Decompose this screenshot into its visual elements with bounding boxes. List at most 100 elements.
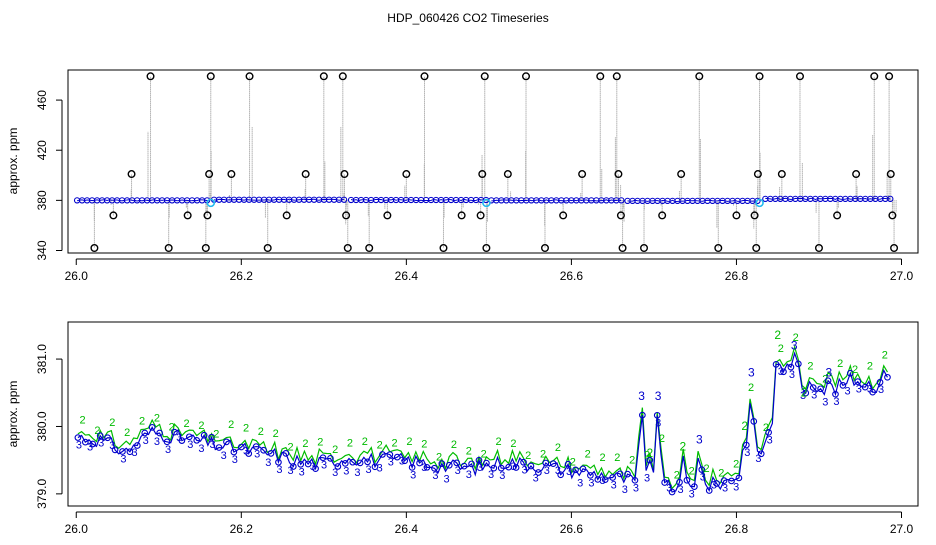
outlier-point	[482, 243, 491, 252]
series-point-blue	[535, 469, 542, 476]
series-label-2: 2	[436, 452, 442, 464]
series-point-blue	[438, 460, 446, 467]
outlier-point	[714, 243, 723, 252]
series-point-blue	[787, 363, 795, 371]
baseline-point	[887, 195, 894, 203]
series-point-blue	[705, 487, 713, 494]
series-point-blue	[133, 442, 141, 449]
series-label-2: 2	[466, 446, 472, 458]
series-point-blue	[587, 472, 594, 479]
outlier-point	[888, 211, 897, 220]
x-tick-label: 26.0	[65, 522, 89, 536]
series-label-3: 3	[655, 417, 661, 429]
series-label-3: 3	[87, 442, 93, 454]
series-label-3: 3	[722, 483, 728, 495]
series-point-blue	[356, 459, 364, 467]
series-label-2: 2	[741, 419, 748, 433]
plot-frame	[67, 69, 919, 254]
series-point-blue	[267, 450, 275, 457]
series-label-2: 2	[109, 417, 115, 429]
series-label-3: 3	[767, 434, 773, 446]
series-point-blue	[423, 463, 431, 471]
outlier-point	[658, 211, 667, 220]
chart-title: HDP_060426 CO2 Timeseries	[387, 11, 548, 25]
outlier-point	[618, 243, 627, 252]
outlier-point	[146, 72, 155, 81]
baseline-point	[618, 197, 625, 204]
series-label-3: 3	[644, 473, 650, 485]
series-label-3: 3	[566, 466, 572, 478]
x-tick-label: 27.0	[890, 522, 914, 536]
series-point-blue	[668, 488, 676, 496]
series-point-blue	[832, 390, 839, 398]
series-point-blue	[839, 382, 847, 389]
series-label-2: 2	[689, 465, 695, 477]
outlier-drop-lines	[93, 76, 897, 248]
series-label-3: 3	[499, 470, 505, 482]
outlier-point	[814, 243, 823, 252]
outlier-point	[402, 170, 411, 179]
series-label-3: 3	[689, 489, 695, 501]
series-label-2: 2	[481, 449, 487, 461]
series-label-3: 3	[276, 464, 282, 476]
outlier-point	[833, 211, 842, 220]
series-label-3: 3	[521, 464, 527, 476]
series-label-2: 2	[837, 358, 843, 370]
series-label-3: 3	[343, 465, 349, 477]
series-label-2: 2	[629, 454, 635, 466]
series-label-2: 2	[882, 349, 888, 361]
outlier-point	[870, 72, 879, 81]
series-label-2: 2	[585, 449, 591, 461]
series-point-blue	[713, 480, 720, 487]
series-label-3: 3	[477, 462, 483, 474]
series-point-blue	[691, 483, 698, 490]
series-point-blue	[720, 477, 728, 484]
outlier-point	[365, 243, 374, 252]
series-label-2: 2	[674, 470, 680, 482]
y-tick-label: 380	[35, 190, 49, 210]
series-point-blue	[483, 459, 490, 467]
series-label-2: 2	[213, 428, 219, 440]
outlier-point	[890, 243, 899, 252]
series-point-blue	[765, 429, 772, 436]
series-label-3: 3	[833, 396, 839, 408]
series-label-3: 3	[443, 473, 449, 485]
series-line-green	[77, 344, 888, 490]
outlier-point	[777, 170, 786, 179]
baseline-trace	[491, 199, 622, 202]
outlier-point	[503, 170, 512, 179]
series-label-2: 2	[347, 437, 353, 449]
series-label-3: 3	[655, 389, 662, 403]
timeseries-panel-raw: 26.0 26.2 26.4 26.6 26.8 27.0 340 380 420 460 ap…	[6, 69, 919, 283]
series-point-blue	[861, 383, 869, 391]
series-point-blue	[772, 361, 780, 368]
outlier-point	[753, 170, 762, 179]
series-point-blue	[327, 455, 334, 462]
outlier-point	[201, 243, 210, 252]
outlier-points	[90, 72, 899, 252]
outlier-point	[109, 211, 118, 220]
series-point-blue	[252, 443, 260, 450]
x-tick-label: 26.8	[725, 269, 749, 283]
series-label-3: 3	[544, 465, 550, 477]
y-axis-label: approx. ppm	[6, 128, 20, 195]
series-point-blue	[780, 368, 787, 376]
series-label-3: 3	[154, 436, 160, 448]
outlier-point	[227, 170, 236, 179]
series-label-3: 3	[744, 447, 750, 459]
series-label-3: 3	[120, 454, 126, 466]
series-label-3: 3	[733, 482, 739, 494]
series-point-blue	[401, 457, 409, 465]
x-tick-label: 27.0	[890, 269, 914, 283]
series-label-2: 2	[555, 442, 561, 454]
series-label-2: 2	[763, 422, 769, 434]
series-point-blue	[661, 479, 669, 486]
series-point-blue	[601, 476, 609, 484]
y-axis: 379.0 380.0 381.0	[35, 344, 63, 509]
outlier-point	[127, 170, 136, 179]
series-point-blue	[445, 461, 453, 469]
x-tick-label: 26.4	[395, 522, 419, 536]
outlier-point	[301, 170, 310, 179]
series-label-3: 3	[755, 453, 761, 465]
series-label-3: 3	[187, 439, 193, 451]
